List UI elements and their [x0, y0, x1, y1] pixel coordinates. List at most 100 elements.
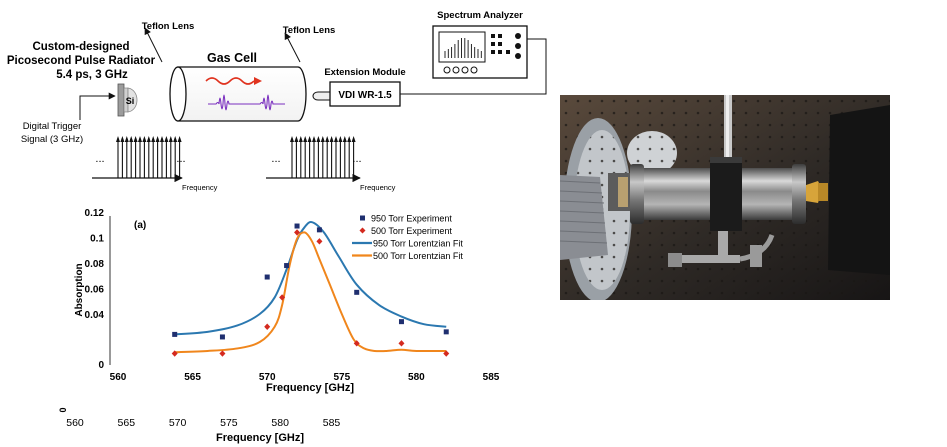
- comb-tooth-head: [325, 136, 330, 142]
- setup-photo: [560, 95, 890, 300]
- comb-tooth-head: [155, 136, 160, 142]
- y-axis-label: Absorption: [74, 263, 85, 316]
- lens-right-label: Teflon Lens: [283, 25, 336, 36]
- comb-tooth-head: [290, 136, 294, 142]
- comb-tooth-head: [120, 136, 125, 142]
- comb-tooth-head: [312, 136, 316, 142]
- trigger-label-1: Digital Trigger: [23, 121, 82, 132]
- ghost-tick-label: 560: [66, 417, 84, 429]
- gas-cell-label: Gas Cell: [207, 51, 257, 65]
- data-point-500: [264, 323, 271, 330]
- radiator-spec: 5.4 ps, 3 GHz: [56, 69, 128, 81]
- y-tick-label: 0.12: [85, 208, 105, 219]
- x-tick-label: 570: [259, 372, 276, 383]
- data-point-500: [294, 229, 301, 236]
- y-tick-label: 0.1: [90, 234, 104, 245]
- x-tick-label: 580: [408, 372, 425, 383]
- extension-module-label: Extension Module: [324, 67, 405, 78]
- ghost-tick-label: 570: [169, 417, 187, 429]
- comb-tooth-head: [351, 136, 356, 142]
- legend-label: 950 Torr Experiment: [371, 214, 452, 224]
- y-tick-label: 0.06: [85, 285, 105, 296]
- data-point-950: [172, 331, 178, 337]
- data-point-500: [316, 238, 323, 245]
- ghost-axis-label: Frequency [GHz]: [216, 432, 304, 444]
- duplicate-axis: 0 560 565 570 575 580 585 Frequency [GHz]: [58, 407, 340, 444]
- pulse-waveform: [208, 94, 285, 111]
- data-point-500: [443, 350, 450, 357]
- legend-marker: [359, 227, 366, 234]
- x-tick-label: 560: [110, 372, 127, 383]
- legend-label: 500 Torr Lorentzian Fit: [373, 251, 463, 261]
- x-tick-label: 575: [333, 372, 350, 383]
- data-point-500: [219, 350, 226, 357]
- wave-arrow: [205, 77, 255, 85]
- analyzer-screen-spectrum: [444, 38, 482, 58]
- comb-tooth-head: [298, 136, 303, 142]
- comb1-ellipsis-right: ...: [176, 153, 185, 165]
- comb-tooth-head: [347, 136, 352, 142]
- data-point-500: [279, 294, 286, 301]
- x-tick-labels: 560 565 570 575 580 585: [110, 372, 500, 383]
- fit-line: [174, 221, 447, 336]
- lens-left-arrow: [144, 27, 163, 63]
- data-point-950: [398, 319, 404, 325]
- comb-tooth-head: [294, 136, 299, 142]
- comb-tooth-head: [316, 136, 321, 142]
- comb2-ellipsis-left: ...: [271, 153, 280, 165]
- comb-tooth-head: [142, 136, 147, 142]
- chart-y-zero: 0: [98, 360, 104, 371]
- data-point-950: [284, 263, 290, 269]
- comb-tooth-head: [160, 136, 164, 142]
- data-point-950: [316, 227, 322, 233]
- comb-tooth-head: [129, 136, 134, 142]
- comb-tooth-head: [133, 136, 138, 142]
- data-point-500: [353, 340, 360, 347]
- ghost-tick-label: 580: [271, 417, 289, 429]
- data-point-950: [219, 334, 225, 340]
- data-point-500: [171, 350, 178, 357]
- absorption-chart: 0.04 0.06 0.08 0.1 0.12 560 565 570 575 580 585 0…: [74, 208, 500, 394]
- comb-tooth-head: [177, 136, 182, 142]
- legend-marker: [360, 215, 365, 221]
- comb2-axis-label: Frequency: [360, 183, 396, 192]
- comb-tooth-head: [303, 136, 308, 142]
- ghost-tick-label: 575: [220, 417, 238, 429]
- comb-tooth-head: [138, 136, 142, 142]
- radiator-title-1: Custom-designed: [32, 41, 129, 53]
- ghost-tick-label: 585: [323, 417, 341, 429]
- comb-tooth-head: [164, 136, 169, 142]
- spectrum-analyzer: Spectrum Analyzer: [432, 10, 528, 79]
- setup-diagram: Custom-designed Picosecond Pulse Radiato…: [7, 10, 547, 192]
- y-tick-label: 0.04: [85, 310, 105, 321]
- comb-tooth-head: [307, 136, 312, 142]
- y-tick-label: 0.08: [85, 259, 105, 270]
- fit-line: [174, 231, 447, 354]
- x-tick-label: 585: [483, 372, 500, 383]
- data-point-950: [443, 329, 449, 335]
- si-label: Si: [126, 96, 135, 106]
- lens-right-arrow: [284, 32, 301, 63]
- spectrum-analyzer-label: Spectrum Analyzer: [437, 10, 523, 21]
- comb-tooth-head: [329, 136, 334, 142]
- data-point-950: [354, 289, 360, 295]
- radiator-chip: Si: [117, 83, 138, 117]
- radiator-title-2: Picosecond Pulse Radiator: [7, 55, 156, 67]
- if-cable: [400, 38, 547, 95]
- trigger-label-2: Signal (3 GHz): [21, 134, 83, 145]
- comb-spectrum-output: ... ... Frequency: [266, 136, 396, 192]
- comb-tooth-head: [338, 136, 343, 142]
- comb1-axis-label: Frequency: [182, 183, 218, 192]
- ghost-zero: 0: [58, 407, 68, 412]
- lens-left-label: Teflon Lens: [142, 21, 195, 32]
- ghost-tick-labels: 560 565 570 575 580 585: [66, 417, 340, 429]
- comb-tooth-head: [342, 136, 347, 142]
- data-point-500: [398, 340, 405, 347]
- comb-tooth-head: [124, 136, 129, 142]
- comb2-ellipsis-right: ...: [352, 153, 361, 165]
- legend-label: 500 Torr Experiment: [371, 226, 452, 236]
- comb-tooth-head: [334, 136, 338, 142]
- data-point-950: [264, 274, 270, 280]
- series-layer: [171, 221, 450, 357]
